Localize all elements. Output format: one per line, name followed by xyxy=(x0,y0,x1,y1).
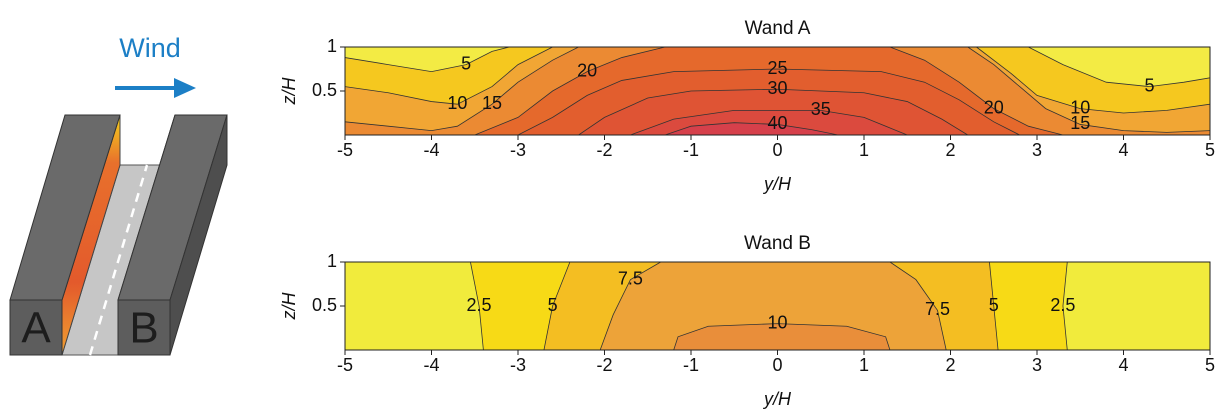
x-tick-label: 1 xyxy=(859,140,869,160)
contour-label: 25 xyxy=(767,58,787,78)
x-tick-label: -2 xyxy=(596,355,612,375)
x-tick-label: -1 xyxy=(683,355,699,375)
x-tick-label: 4 xyxy=(1118,355,1128,375)
contour-label: 7.5 xyxy=(925,299,950,319)
x-tick-label: -4 xyxy=(423,140,439,160)
x-tick-label: 3 xyxy=(1032,140,1042,160)
x-axis-label: y/H xyxy=(762,174,792,194)
contour-label: 2.5 xyxy=(1050,295,1075,315)
contour-label: 5 xyxy=(461,53,471,73)
x-tick-label: 0 xyxy=(772,140,782,160)
contour-label: 35 xyxy=(811,99,831,119)
contour-label: 15 xyxy=(482,93,502,113)
y-axis-label: z/H xyxy=(279,291,299,320)
figure: Wind A B 5510101515202025303540-5-4-3-2-… xyxy=(0,0,1228,412)
x-tick-label: -3 xyxy=(510,355,526,375)
x-tick-label: 0 xyxy=(772,355,782,375)
contour-label: 30 xyxy=(767,78,787,98)
y-tick-label: 1 xyxy=(327,36,337,56)
x-tick-label: -3 xyxy=(510,140,526,160)
contour-label: 7.5 xyxy=(618,268,643,288)
contour-label: 2.5 xyxy=(467,295,492,315)
x-tick-label: -5 xyxy=(337,140,353,160)
x-tick-label: 2 xyxy=(945,140,955,160)
x-tick-label: -5 xyxy=(337,355,353,375)
x-axis-label: y/H xyxy=(762,389,792,409)
x-tick-label: 1 xyxy=(859,355,869,375)
wind-label: Wind xyxy=(119,33,181,63)
wind-arrow-head xyxy=(174,78,196,98)
x-tick-label: -1 xyxy=(683,140,699,160)
chart-title: Wand A xyxy=(745,18,811,39)
illustration: Wind A B xyxy=(10,33,227,355)
chart-title: Wand B xyxy=(744,233,811,254)
wall-b-label: B xyxy=(129,304,158,353)
contour-label: 20 xyxy=(984,97,1004,117)
x-tick-label: -4 xyxy=(423,355,439,375)
contour-label: 10 xyxy=(767,312,787,332)
contour-label: 5 xyxy=(548,295,558,315)
contour-label: 5 xyxy=(1144,75,1154,95)
x-tick-label: 5 xyxy=(1205,355,1215,375)
x-tick-label: 2 xyxy=(945,355,955,375)
y-tick-label: 1 xyxy=(327,251,337,271)
x-tick-label: 3 xyxy=(1032,355,1042,375)
y-axis-label: z/H xyxy=(279,76,299,105)
y-tick-label: 0.5 xyxy=(312,295,337,315)
contour-label: 20 xyxy=(577,60,597,80)
contour-label: 15 xyxy=(1070,113,1090,133)
contour-label: 5 xyxy=(989,295,999,315)
contour-label: 10 xyxy=(447,93,467,113)
wall-a-label: A xyxy=(21,304,51,353)
contour-label: 40 xyxy=(767,113,787,133)
y-tick-label: 0.5 xyxy=(312,80,337,100)
x-tick-label: 5 xyxy=(1205,140,1215,160)
x-tick-label: -2 xyxy=(596,140,612,160)
x-tick-label: 4 xyxy=(1118,140,1128,160)
